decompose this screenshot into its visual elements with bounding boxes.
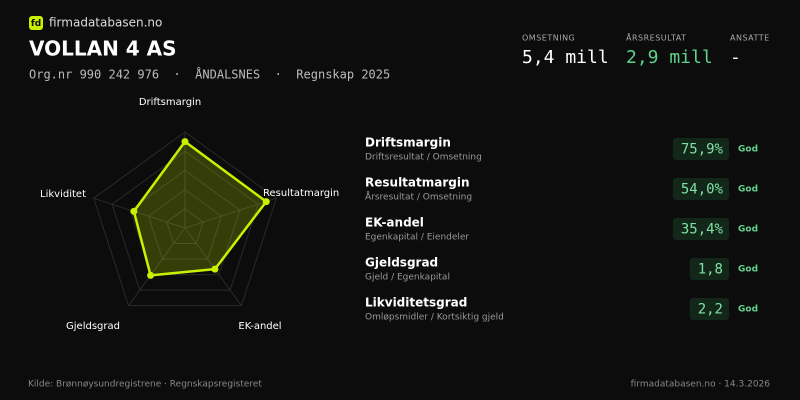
metric-description: Egenkapital / Eiendeler (365, 233, 469, 243)
subtitle: Org.nr 990 242 976 · ÅNDALSNES · Regnska… (29, 67, 390, 82)
metric-value: 75,9% (681, 142, 724, 158)
footer-source: Kilde: Brønnøysundregistrene · Regnskaps… (28, 380, 262, 390)
metric-rating: God (738, 145, 758, 155)
axis-spoke (93, 197, 186, 229)
grid-ring (111, 150, 259, 291)
grid-ring (166, 208, 204, 245)
radar-point (211, 265, 219, 273)
kpi-label: OMSETNING (522, 34, 575, 43)
axis-spoke (128, 227, 186, 306)
metric-rating: God (738, 305, 758, 315)
metric-name: Gjeldsgrad (365, 256, 438, 270)
radar-point (147, 271, 155, 279)
radar-label: Gjeldsgrad (66, 321, 120, 332)
value-box (672, 218, 729, 240)
kpi-value: 2,9 mill (626, 47, 713, 68)
metric-name: Likviditetsgrad (365, 296, 467, 310)
grid-ring (93, 131, 277, 307)
logo-box (29, 16, 43, 30)
value-box (672, 178, 729, 200)
kpi-value: - (730, 47, 741, 68)
kpi-label: ANSATTE (730, 34, 770, 43)
radar-label: Likviditet (40, 189, 86, 200)
metric-description: Årsresultat / Omsetning (365, 191, 472, 203)
metric-name: EK-andel (365, 216, 424, 230)
metric-value: 1,8 (698, 262, 723, 278)
footer-site: firmadatabasen.no · 14.3.2026 (631, 380, 771, 390)
value-box (672, 138, 729, 160)
radar-point (262, 198, 270, 206)
radar-area (132, 140, 268, 277)
grid-ring (147, 188, 223, 260)
radar-point (181, 138, 189, 146)
axis-spoke (184, 197, 277, 229)
kpi-label: ÅRSRESULTAT (626, 32, 687, 43)
metric-description: Gjeld / Egenkapital (365, 273, 450, 283)
metric-value: 35,4% (681, 222, 724, 238)
metric-description: Driftsresultat / Omsetning (365, 153, 482, 163)
logo: fd (31, 19, 41, 29)
metric-name: Driftsmargin (365, 136, 451, 150)
metric-rating: God (738, 265, 758, 275)
kpi-value: 5,4 mill (522, 47, 609, 68)
metric-rating: God (738, 185, 758, 195)
company-title: VOLLAN 4 AS (29, 37, 177, 61)
metric-rating: God (738, 225, 758, 235)
metric-value: 54,0% (681, 182, 724, 198)
radar-label: Resultatmargin (263, 188, 339, 199)
metric-value: 2,2 (698, 302, 723, 318)
metric-name: Resultatmargin (365, 176, 470, 190)
brand: firmadatabasen.no (49, 16, 162, 30)
value-box (689, 258, 729, 280)
radar-label: EK-andel (238, 321, 281, 332)
radar-label: Driftsmargin (139, 97, 201, 108)
radar-point (130, 207, 138, 215)
value-box (689, 298, 729, 320)
metric-description: Omløpsmidler / Kortsiktig gjeld (365, 313, 504, 323)
